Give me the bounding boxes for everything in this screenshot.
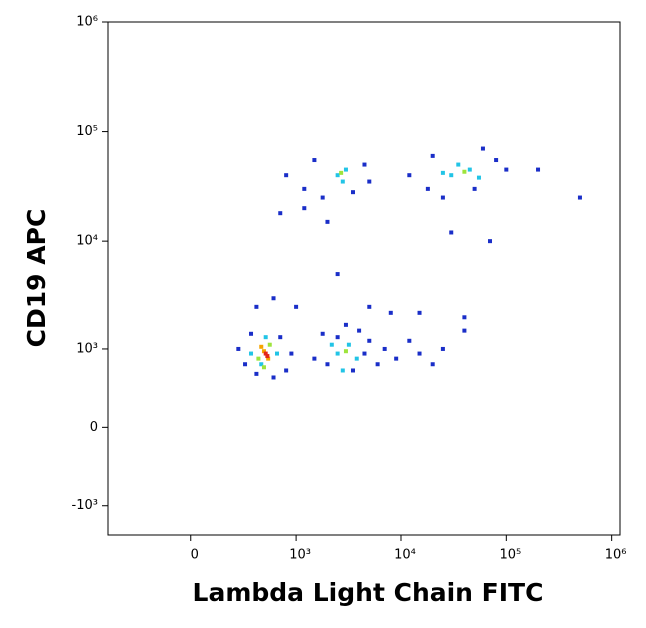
data-point — [394, 356, 399, 361]
data-point — [375, 362, 380, 367]
data-point — [302, 186, 307, 191]
data-point — [339, 170, 344, 175]
data-point — [343, 322, 348, 327]
data-point — [267, 342, 272, 347]
data-point — [456, 162, 461, 167]
data-point — [440, 195, 445, 200]
data-point — [346, 342, 351, 347]
data-point — [254, 371, 259, 376]
x-axis-title: Lambda Light Chain FITC — [193, 578, 544, 607]
data-point — [388, 310, 393, 315]
data-point — [430, 362, 435, 367]
data-point — [343, 167, 348, 172]
data-point — [236, 346, 241, 351]
data-point — [243, 362, 248, 367]
data-point — [407, 338, 412, 343]
data-point — [357, 328, 362, 333]
data-point — [335, 351, 340, 356]
data-point — [261, 365, 266, 370]
y-tick-label: -10³ — [72, 498, 98, 513]
data-point — [284, 368, 289, 373]
data-point — [449, 230, 454, 235]
data-point — [343, 349, 348, 354]
data-point — [320, 195, 325, 200]
data-point — [340, 368, 345, 373]
data-point — [488, 239, 493, 244]
data-point — [271, 296, 276, 301]
y-tick-label: 10⁴ — [76, 234, 98, 249]
data-point — [335, 272, 340, 277]
x-tick-label: 10⁶ — [605, 548, 627, 563]
data-point — [302, 206, 307, 211]
data-point — [367, 304, 372, 309]
data-point — [504, 167, 509, 172]
data-point — [275, 351, 280, 356]
data-point — [467, 167, 472, 172]
data-point — [278, 335, 283, 340]
data-point — [271, 375, 276, 380]
data-point — [265, 354, 270, 359]
x-tick-label: 10³ — [289, 548, 311, 563]
data-point — [261, 349, 266, 354]
data-point — [480, 146, 485, 151]
data-point — [254, 304, 259, 309]
data-point — [259, 362, 264, 367]
y-tick-label: 10³ — [76, 341, 98, 356]
data-point — [476, 175, 481, 180]
data-point — [462, 328, 467, 333]
data-point — [350, 368, 355, 373]
data-point — [430, 153, 435, 158]
data-point — [440, 170, 445, 175]
data-point — [417, 310, 422, 315]
data-point — [367, 338, 372, 343]
data-point — [417, 351, 422, 356]
data-point — [577, 195, 582, 200]
y-axis-title: CD19 APC — [22, 209, 51, 348]
data-point — [263, 351, 268, 356]
data-point — [249, 351, 254, 356]
data-point — [294, 304, 299, 309]
data-point — [284, 173, 289, 178]
data-point — [462, 169, 467, 174]
plot-frame — [107, 21, 621, 536]
data-point — [312, 356, 317, 361]
data-point — [367, 179, 372, 184]
data-point — [362, 162, 367, 167]
data-point — [263, 335, 268, 340]
data-point — [494, 158, 499, 163]
y-tick-label: 10⁶ — [76, 15, 98, 30]
data-point — [407, 173, 412, 178]
data-point — [325, 362, 330, 367]
x-tick-label: 10⁵ — [499, 548, 521, 563]
data-point — [259, 344, 264, 349]
data-point — [325, 219, 330, 224]
data-point — [462, 315, 467, 320]
data-point — [329, 342, 334, 347]
data-point — [320, 331, 325, 336]
x-tick-label: 0 — [191, 548, 199, 563]
data-point — [536, 167, 541, 172]
data-point — [425, 186, 430, 191]
x-tick-label: 10⁴ — [394, 548, 416, 563]
data-point — [335, 335, 340, 340]
data-point — [249, 331, 254, 336]
data-point — [312, 158, 317, 163]
data-point — [335, 173, 340, 178]
data-point — [354, 356, 359, 361]
data-point — [278, 211, 283, 216]
data-point — [350, 190, 355, 195]
data-point — [382, 346, 387, 351]
y-tick-label: 0 — [90, 420, 98, 435]
data-point — [340, 179, 345, 184]
data-point — [289, 351, 294, 356]
data-point — [256, 356, 261, 361]
data-point — [440, 346, 445, 351]
data-point — [472, 186, 477, 191]
data-point — [266, 356, 271, 361]
y-tick-label: 10⁵ — [76, 124, 98, 139]
data-point — [449, 173, 454, 178]
data-point — [362, 351, 367, 356]
